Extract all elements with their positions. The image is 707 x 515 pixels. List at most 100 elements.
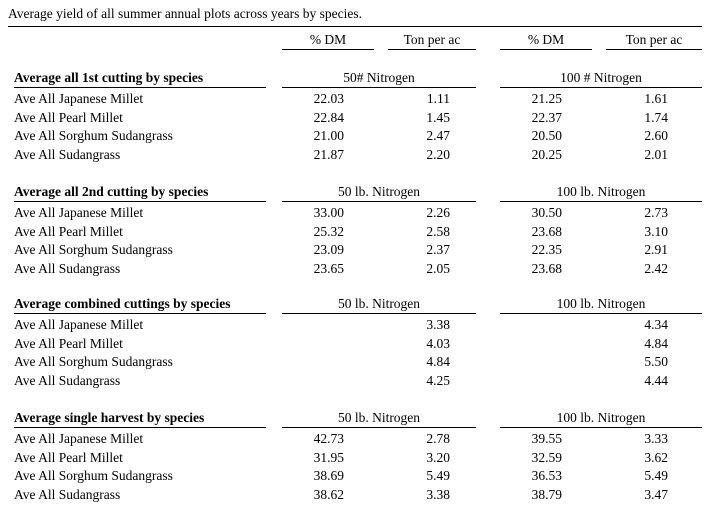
group-rule bbox=[500, 427, 702, 428]
section-title-rule bbox=[14, 87, 266, 88]
row-label: Ave All Pearl Millet bbox=[14, 224, 123, 239]
cell-ton-50: 1.11 bbox=[426, 91, 450, 106]
header-rule bbox=[282, 49, 374, 50]
group-header-high-nitrogen: 100 lb. Nitrogen bbox=[556, 410, 646, 425]
cell-ton-100: 2.91 bbox=[644, 242, 668, 257]
header-ton-50: Ton per ac bbox=[403, 32, 461, 47]
cell-dm-100: 22.35 bbox=[531, 242, 562, 257]
header-rule bbox=[500, 49, 592, 50]
header-dm-50: % DM bbox=[309, 32, 347, 47]
section-title-rule bbox=[14, 201, 266, 202]
cell-dm-100: 23.68 bbox=[531, 261, 562, 276]
cell-dm-50: 21.00 bbox=[313, 128, 344, 143]
section-title-rule bbox=[14, 427, 266, 428]
row-label: Ave All Sorghum Sudangrass bbox=[14, 354, 173, 369]
cell-ton-100: 3.62 bbox=[644, 450, 668, 465]
group-rule bbox=[500, 87, 702, 88]
cell-dm-50: 38.62 bbox=[313, 487, 344, 502]
row-label: Ave All Pearl Millet bbox=[14, 336, 123, 351]
cell-ton-50: 2.78 bbox=[426, 431, 450, 446]
row-label: Ave All Pearl Millet bbox=[14, 110, 123, 125]
cell-dm-100: 32.59 bbox=[531, 450, 562, 465]
cell-dm-50: 22.03 bbox=[313, 91, 344, 106]
cell-ton-100: 3.47 bbox=[644, 487, 668, 502]
cell-dm-100: 30.50 bbox=[531, 205, 562, 220]
group-header-low-nitrogen: 50 lb. Nitrogen bbox=[337, 296, 421, 311]
section-title: Average all 2nd cutting by species bbox=[14, 184, 209, 199]
row-label: Ave All Sorghum Sudangrass bbox=[14, 128, 173, 143]
group-rule bbox=[500, 313, 702, 314]
row-label: Ave All Sudangrass bbox=[14, 261, 121, 276]
group-header-high-nitrogen: 100 lb. Nitrogen bbox=[556, 184, 646, 199]
cell-ton-100: 2.73 bbox=[644, 205, 668, 220]
row-label: Ave All Sorghum Sudangrass bbox=[14, 242, 173, 257]
cell-ton-100: 4.84 bbox=[644, 336, 668, 351]
cell-ton-100: 5.49 bbox=[644, 468, 668, 483]
cell-dm-100: 36.53 bbox=[531, 468, 562, 483]
cell-ton-50: 3.38 bbox=[426, 317, 450, 332]
cell-ton-50: 2.37 bbox=[426, 242, 450, 257]
cell-ton-50: 4.25 bbox=[426, 373, 450, 388]
row-label: Ave All Japanese Millet bbox=[14, 317, 144, 332]
cell-dm-50: 22.84 bbox=[313, 110, 344, 125]
row-label: Ave All Japanese Millet bbox=[14, 91, 144, 106]
cell-ton-50: 4.03 bbox=[426, 336, 450, 351]
cell-ton-100: 1.74 bbox=[644, 110, 668, 125]
cell-dm-50: 31.95 bbox=[313, 450, 344, 465]
cell-dm-50: 23.09 bbox=[313, 242, 344, 257]
group-rule bbox=[282, 313, 476, 314]
table-caption: Average yield of all summer annual plots… bbox=[8, 6, 363, 21]
row-label: Ave All Pearl Millet bbox=[14, 450, 123, 465]
section-title: Average single harvest by species bbox=[14, 410, 205, 425]
cell-dm-100: 22.37 bbox=[531, 110, 562, 125]
row-label: Ave All Sudangrass bbox=[14, 487, 121, 502]
cell-ton-50: 2.26 bbox=[426, 205, 450, 220]
cell-ton-100: 4.44 bbox=[644, 373, 668, 388]
row-label: Ave All Sudangrass bbox=[14, 373, 121, 388]
header-ton-100: Ton per ac bbox=[625, 32, 683, 47]
row-label: Ave All Sorghum Sudangrass bbox=[14, 468, 173, 483]
group-header-high-nitrogen: 100 # Nitrogen bbox=[560, 70, 642, 85]
header-rule bbox=[606, 49, 702, 50]
cell-dm-50: 23.65 bbox=[313, 261, 344, 276]
cell-ton-50: 3.38 bbox=[426, 487, 450, 502]
cell-ton-100: 2.42 bbox=[644, 261, 668, 276]
cell-ton-50: 4.84 bbox=[426, 354, 450, 369]
cell-ton-50: 2.20 bbox=[426, 147, 450, 162]
section-title: Average all 1st cutting by species bbox=[14, 70, 204, 85]
caption-rule bbox=[8, 26, 702, 27]
cell-dm-100: 38.79 bbox=[531, 487, 562, 502]
cell-ton-100: 5.50 bbox=[644, 354, 668, 369]
header-rule bbox=[388, 49, 476, 50]
group-header-low-nitrogen: 50# Nitrogen bbox=[343, 70, 415, 85]
cell-ton-100: 2.60 bbox=[644, 128, 668, 143]
cell-dm-100: 20.25 bbox=[531, 147, 562, 162]
row-label: Ave All Japanese Millet bbox=[14, 205, 144, 220]
cell-ton-50: 2.05 bbox=[426, 261, 450, 276]
row-label: Ave All Sudangrass bbox=[14, 147, 121, 162]
group-rule bbox=[282, 201, 476, 202]
cell-dm-50: 21.87 bbox=[313, 147, 344, 162]
group-rule bbox=[282, 427, 476, 428]
group-header-low-nitrogen: 50 lb. Nitrogen bbox=[337, 184, 421, 199]
cell-ton-50: 3.20 bbox=[426, 450, 450, 465]
group-header-high-nitrogen: 100 lb. Nitrogen bbox=[556, 296, 646, 311]
cell-ton-50: 5.49 bbox=[426, 468, 450, 483]
cell-dm-100: 20.50 bbox=[531, 128, 562, 143]
cell-dm-50: 42.73 bbox=[313, 431, 344, 446]
cell-ton-100: 4.34 bbox=[644, 317, 668, 332]
group-rule bbox=[500, 201, 702, 202]
cell-ton-100: 3.33 bbox=[644, 431, 668, 446]
cell-dm-100: 21.25 bbox=[531, 91, 562, 106]
cell-ton-100: 2.01 bbox=[644, 147, 668, 162]
cell-dm-50: 38.69 bbox=[313, 468, 344, 483]
section-title-rule bbox=[14, 313, 266, 314]
cell-dm-50: 33.00 bbox=[313, 205, 344, 220]
cell-ton-50: 1.45 bbox=[426, 110, 450, 125]
cell-dm-50: 25.32 bbox=[313, 224, 344, 239]
row-label: Ave All Japanese Millet bbox=[14, 431, 144, 446]
cell-ton-50: 2.47 bbox=[426, 128, 450, 143]
cell-dm-100: 23.68 bbox=[531, 224, 562, 239]
cell-ton-100: 3.10 bbox=[644, 224, 668, 239]
